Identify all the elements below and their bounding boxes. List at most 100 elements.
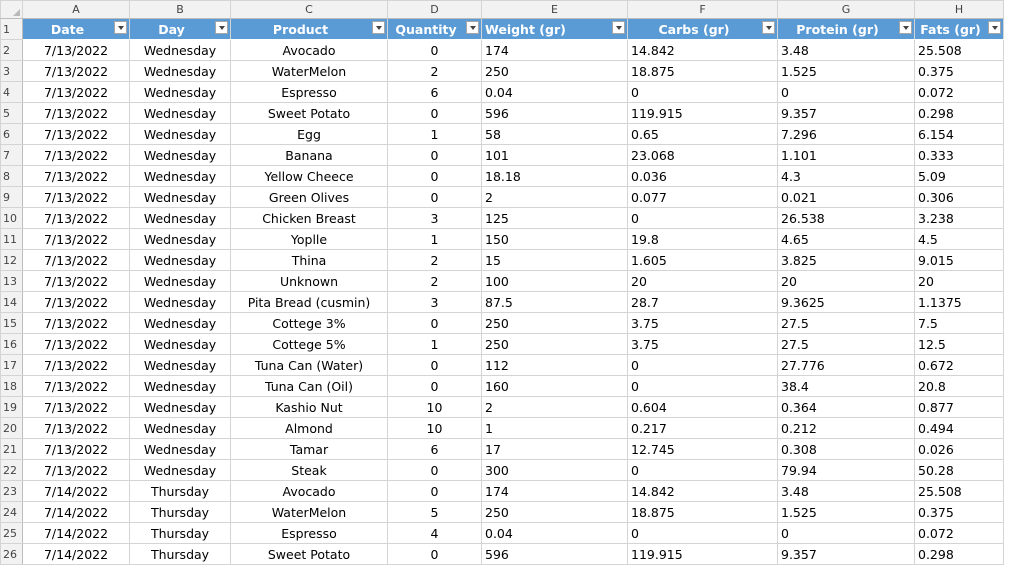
row-header[interactable]: 5 bbox=[0, 102, 23, 124]
cell-carbs[interactable]: 0.604 bbox=[627, 396, 778, 418]
cell-product[interactable]: Thina bbox=[230, 249, 388, 271]
cell-carbs[interactable]: 0 bbox=[627, 375, 778, 397]
cell-carbs[interactable]: 0.65 bbox=[627, 123, 778, 145]
cell-protein[interactable]: 27.5 bbox=[777, 333, 915, 355]
cell-day[interactable]: Wednesday bbox=[129, 354, 231, 376]
header-cell-fats[interactable]: Fats (gr) bbox=[914, 18, 1004, 40]
cell-weight[interactable]: 2 bbox=[481, 186, 628, 208]
cell-day[interactable]: Wednesday bbox=[129, 102, 231, 124]
cell-carbs[interactable]: 0.077 bbox=[627, 186, 778, 208]
cell-day[interactable]: Wednesday bbox=[129, 207, 231, 229]
cell-weight[interactable]: 15 bbox=[481, 249, 628, 271]
cell-fats[interactable]: 50.28 bbox=[914, 459, 1004, 481]
cell-quantity[interactable]: 0 bbox=[387, 186, 482, 208]
cell-date[interactable]: 7/13/2022 bbox=[22, 39, 130, 61]
cell-carbs[interactable]: 0 bbox=[627, 81, 778, 103]
cell-carbs[interactable]: 0 bbox=[627, 459, 778, 481]
row-header[interactable]: 7 bbox=[0, 144, 23, 166]
cell-fats[interactable]: 0.494 bbox=[914, 417, 1004, 439]
row-header[interactable]: 3 bbox=[0, 60, 23, 82]
cell-date[interactable]: 7/13/2022 bbox=[22, 354, 130, 376]
cell-protein[interactable]: 0 bbox=[777, 81, 915, 103]
cell-date[interactable]: 7/13/2022 bbox=[22, 207, 130, 229]
cell-day[interactable]: Thursday bbox=[129, 480, 231, 502]
cell-quantity[interactable]: 2 bbox=[387, 270, 482, 292]
cell-weight[interactable]: 17 bbox=[481, 438, 628, 460]
cell-protein[interactable]: 27.5 bbox=[777, 312, 915, 334]
cell-date[interactable]: 7/13/2022 bbox=[22, 165, 130, 187]
cell-fats[interactable]: 0.672 bbox=[914, 354, 1004, 376]
cell-product[interactable]: Unknown bbox=[230, 270, 388, 292]
cell-fats[interactable]: 5.09 bbox=[914, 165, 1004, 187]
cell-fats[interactable]: 1.1375 bbox=[914, 291, 1004, 313]
cell-fats[interactable]: 12.5 bbox=[914, 333, 1004, 355]
cell-day[interactable]: Wednesday bbox=[129, 417, 231, 439]
column-header-h[interactable]: H bbox=[914, 0, 1004, 19]
filter-dropdown-icon[interactable] bbox=[466, 21, 479, 34]
cell-fats[interactable]: 20 bbox=[914, 270, 1004, 292]
cell-protein[interactable]: 0.308 bbox=[777, 438, 915, 460]
cell-fats[interactable]: 0.877 bbox=[914, 396, 1004, 418]
cell-quantity[interactable]: 0 bbox=[387, 39, 482, 61]
cell-date[interactable]: 7/13/2022 bbox=[22, 291, 130, 313]
cell-quantity[interactable]: 0 bbox=[387, 480, 482, 502]
column-header-f[interactable]: F bbox=[627, 0, 778, 19]
cell-date[interactable]: 7/13/2022 bbox=[22, 375, 130, 397]
cell-day[interactable]: Thursday bbox=[129, 501, 231, 523]
cell-date[interactable]: 7/13/2022 bbox=[22, 81, 130, 103]
cell-fats[interactable]: 9.015 bbox=[914, 249, 1004, 271]
cell-date[interactable]: 7/13/2022 bbox=[22, 249, 130, 271]
cell-day[interactable]: Wednesday bbox=[129, 333, 231, 355]
cell-day[interactable]: Wednesday bbox=[129, 60, 231, 82]
header-cell-product[interactable]: Product bbox=[230, 18, 388, 40]
cell-fats[interactable]: 20.8 bbox=[914, 375, 1004, 397]
row-header[interactable]: 26 bbox=[0, 543, 23, 565]
cell-quantity[interactable]: 10 bbox=[387, 396, 482, 418]
header-cell-quantity[interactable]: Quantity bbox=[387, 18, 482, 40]
cell-product[interactable]: Chicken Breast bbox=[230, 207, 388, 229]
cell-protein[interactable]: 3.825 bbox=[777, 249, 915, 271]
cell-carbs[interactable]: 14.842 bbox=[627, 39, 778, 61]
cell-quantity[interactable]: 1 bbox=[387, 333, 482, 355]
cell-protein[interactable]: 26.538 bbox=[777, 207, 915, 229]
cell-quantity[interactable]: 0 bbox=[387, 102, 482, 124]
cell-protein[interactable]: 0.364 bbox=[777, 396, 915, 418]
cell-protein[interactable]: 1.101 bbox=[777, 144, 915, 166]
column-header-d[interactable]: D bbox=[387, 0, 482, 19]
cell-fats[interactable]: 4.5 bbox=[914, 228, 1004, 250]
cell-quantity[interactable]: 6 bbox=[387, 438, 482, 460]
cell-fats[interactable]: 6.154 bbox=[914, 123, 1004, 145]
cell-protein[interactable]: 7.296 bbox=[777, 123, 915, 145]
cell-weight[interactable]: 18.18 bbox=[481, 165, 628, 187]
cell-product[interactable]: Cottege 3% bbox=[230, 312, 388, 334]
cell-carbs[interactable]: 0 bbox=[627, 207, 778, 229]
column-header-c[interactable]: C bbox=[230, 0, 388, 19]
cell-fats[interactable]: 25.508 bbox=[914, 39, 1004, 61]
cell-protein[interactable]: 0.021 bbox=[777, 186, 915, 208]
select-all-corner[interactable] bbox=[0, 0, 23, 19]
cell-weight[interactable]: 101 bbox=[481, 144, 628, 166]
cell-weight[interactable]: 250 bbox=[481, 312, 628, 334]
cell-product[interactable]: Espresso bbox=[230, 81, 388, 103]
row-header[interactable]: 4 bbox=[0, 81, 23, 103]
cell-date[interactable]: 7/13/2022 bbox=[22, 123, 130, 145]
cell-date[interactable]: 7/14/2022 bbox=[22, 543, 130, 565]
cell-protein[interactable]: 1.525 bbox=[777, 501, 915, 523]
row-header[interactable]: 6 bbox=[0, 123, 23, 145]
cell-product[interactable]: Banana bbox=[230, 144, 388, 166]
cell-quantity[interactable]: 0 bbox=[387, 459, 482, 481]
filter-dropdown-icon[interactable] bbox=[988, 21, 1001, 34]
cell-weight[interactable]: 1 bbox=[481, 417, 628, 439]
cell-date[interactable]: 7/14/2022 bbox=[22, 522, 130, 544]
cell-date[interactable]: 7/14/2022 bbox=[22, 480, 130, 502]
cell-product[interactable]: Tamar bbox=[230, 438, 388, 460]
cell-fats[interactable]: 0.072 bbox=[914, 522, 1004, 544]
cell-date[interactable]: 7/13/2022 bbox=[22, 459, 130, 481]
cell-day[interactable]: Wednesday bbox=[129, 396, 231, 418]
cell-product[interactable]: Egg bbox=[230, 123, 388, 145]
cell-weight[interactable]: 596 bbox=[481, 543, 628, 565]
cell-day[interactable]: Wednesday bbox=[129, 291, 231, 313]
cell-protein[interactable]: 9.357 bbox=[777, 543, 915, 565]
header-cell-weight[interactable]: Weight (gr) bbox=[481, 18, 628, 40]
cell-product[interactable]: Sweet Potato bbox=[230, 543, 388, 565]
